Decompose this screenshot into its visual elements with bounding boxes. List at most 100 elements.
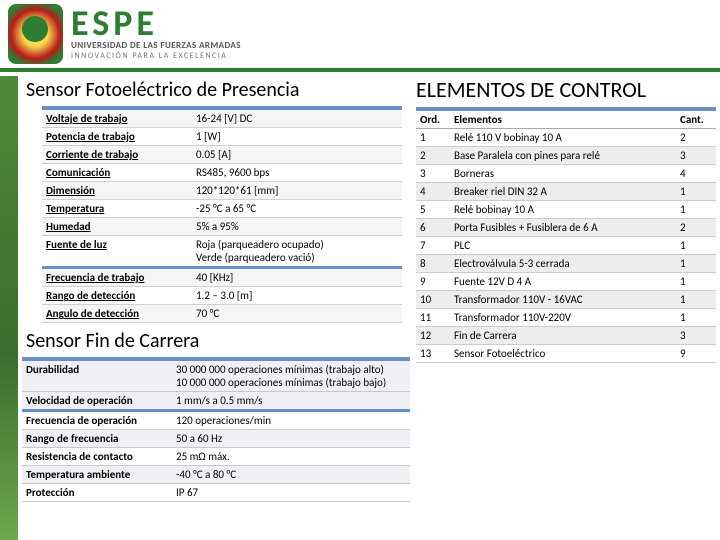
spec-value: Roja (parqueadero ocupado) Verde (parque… bbox=[192, 236, 402, 268]
table-row: 5Relé bobinay 10 A1 bbox=[416, 201, 716, 219]
table-row: 7PLC1 bbox=[416, 237, 716, 255]
element-cell: Borneras bbox=[450, 165, 676, 183]
qty-cell: 1 bbox=[676, 183, 716, 201]
qty-cell: 1 bbox=[676, 237, 716, 255]
table-row: 10Transformador 110V - 16VAC1 bbox=[416, 291, 716, 309]
element-cell: Fuente 12V D 4 A bbox=[450, 273, 676, 291]
spec-label: Fuente de luz bbox=[42, 236, 192, 268]
spec-value: IP 67 bbox=[172, 484, 410, 502]
ord-cell: 2 bbox=[416, 147, 450, 165]
qty-cell: 4 bbox=[676, 165, 716, 183]
qty-cell: 1 bbox=[676, 255, 716, 273]
spec-value: 16-24 [V] DC bbox=[192, 108, 402, 128]
ord-cell: 12 bbox=[416, 327, 450, 345]
spec-value: -40 °C a 80 °C bbox=[172, 466, 410, 484]
qty-cell: 2 bbox=[676, 219, 716, 237]
spec-label: Humedad bbox=[42, 218, 192, 236]
spec-label: Comunicación bbox=[42, 164, 192, 182]
brand-subtitle-2: INNOVACIÓN PARA LA EXCELENCIA bbox=[71, 51, 241, 61]
table-row: 12Fin de Carrera3 bbox=[416, 327, 716, 345]
spec-label: Angulo de detección bbox=[42, 305, 192, 323]
spec-value: 25 mΩ máx. bbox=[172, 448, 410, 466]
spec-label: Corriente de trabajo bbox=[42, 146, 192, 164]
spec-label: Voltaje de trabajo bbox=[42, 108, 192, 128]
right-column: ELEMENTOS DE CONTROL Ord.ElementosCant.1… bbox=[414, 76, 716, 538]
qty-cell: 9 bbox=[676, 345, 716, 363]
table-row: 1Relé 110 V bobinay 10 A2 bbox=[416, 129, 716, 147]
spec-value: RS485, 9600 bps bbox=[192, 164, 402, 182]
column-header: Cant. bbox=[676, 109, 716, 129]
element-cell: Sensor Fotoeléctrico bbox=[450, 345, 676, 363]
ord-cell: 10 bbox=[416, 291, 450, 309]
spec-value: 30 000 000 operaciones mínimas (trabajo … bbox=[172, 359, 410, 392]
fin-sensor-title: Sensor Fin de Carrera bbox=[26, 329, 410, 353]
table-row: 8Electroválvula 5-3 cerrada1 bbox=[416, 255, 716, 273]
table-row: 11Transformador 110V-220V1 bbox=[416, 309, 716, 327]
table-row: 2Base Paralela con pines para relé3 bbox=[416, 147, 716, 165]
ord-cell: 5 bbox=[416, 201, 450, 219]
spec-value: 50 a 60 Hz bbox=[172, 430, 410, 448]
element-cell: Porta Fusibles + Fusiblera de 6 A bbox=[450, 219, 676, 237]
element-cell: Electroválvula 5-3 cerrada bbox=[450, 255, 676, 273]
qty-cell: 1 bbox=[676, 291, 716, 309]
spec-value: 5% a 95% bbox=[192, 218, 402, 236]
spec-label: Dimensión bbox=[42, 182, 192, 200]
element-cell: Base Paralela con pines para relé bbox=[450, 147, 676, 165]
ord-cell: 9 bbox=[416, 273, 450, 291]
spec-value: -25 °C a 65 °C bbox=[192, 200, 402, 218]
column-header: Elementos bbox=[450, 109, 676, 129]
spec-value: 1.2 – 3.0 [m] bbox=[192, 287, 402, 305]
spec-label: Frecuencia de trabajo bbox=[42, 268, 192, 287]
element-cell: Fin de Carrera bbox=[450, 327, 676, 345]
qty-cell: 3 bbox=[676, 147, 716, 165]
ord-cell: 8 bbox=[416, 255, 450, 273]
ord-cell: 3 bbox=[416, 165, 450, 183]
spec-label: Rango de detección bbox=[42, 287, 192, 305]
table-row: 9Fuente 12V D 4 A1 bbox=[416, 273, 716, 291]
spec-label: Velocidad de operación bbox=[22, 392, 172, 411]
spec-value: 1 [W] bbox=[192, 128, 402, 146]
qty-cell: 2 bbox=[676, 129, 716, 147]
spec-label: Frecuencia de operación bbox=[22, 411, 172, 430]
element-cell: Transformador 110V-220V bbox=[450, 309, 676, 327]
logo-text: ESPE UNIVERSIDAD DE LAS FUERZAS ARMADAS … bbox=[71, 7, 241, 60]
spec-label: Potencia de trabajo bbox=[42, 128, 192, 146]
ord-cell: 4 bbox=[416, 183, 450, 201]
element-cell: Relé 110 V bobinay 10 A bbox=[450, 129, 676, 147]
spec-value: 40 [KHz] bbox=[192, 268, 402, 287]
qty-cell: 1 bbox=[676, 201, 716, 219]
spec-value: 70 °C bbox=[192, 305, 402, 323]
spec-label: Rango de frecuencia bbox=[22, 430, 172, 448]
ord-cell: 6 bbox=[416, 219, 450, 237]
brand-subtitle-1: UNIVERSIDAD DE LAS FUERZAS ARMADAS bbox=[71, 40, 241, 51]
spec-value: 120 operaciones/min bbox=[172, 411, 410, 430]
control-elements-table: Ord.ElementosCant.1Relé 110 V bobinay 10… bbox=[416, 107, 716, 363]
element-cell: Breaker riel DIN 32 A bbox=[450, 183, 676, 201]
control-title: ELEMENTOS DE CONTROL bbox=[416, 76, 716, 103]
header: ESPE UNIVERSIDAD DE LAS FUERZAS ARMADAS … bbox=[0, 0, 720, 72]
photo-sensor-table: Voltaje de trabajo16-24 [V] DCPotencia d… bbox=[42, 106, 402, 323]
spec-label: Durabilidad bbox=[22, 359, 172, 392]
espe-logo-icon bbox=[8, 4, 63, 64]
spec-label: Resistencia de contacto bbox=[22, 448, 172, 466]
content-area: Sensor Fotoeléctrico de Presencia Voltaj… bbox=[22, 76, 716, 538]
spec-value: 0.05 [A] bbox=[192, 146, 402, 164]
ord-cell: 7 bbox=[416, 237, 450, 255]
fin-sensor-table: Durabilidad30 000 000 operaciones mínima… bbox=[22, 357, 410, 502]
brand-name: ESPE bbox=[71, 7, 241, 39]
left-accent-bar bbox=[0, 76, 18, 540]
element-cell: Relé bobinay 10 A bbox=[450, 201, 676, 219]
element-cell: Transformador 110V - 16VAC bbox=[450, 291, 676, 309]
spec-label: Protección bbox=[22, 484, 172, 502]
table-row: 6Porta Fusibles + Fusiblera de 6 A2 bbox=[416, 219, 716, 237]
ord-cell: 13 bbox=[416, 345, 450, 363]
table-row: 4Breaker riel DIN 32 A1 bbox=[416, 183, 716, 201]
column-header: Ord. bbox=[416, 109, 450, 129]
spec-value: 1 mm/s a 0.5 mm/s bbox=[172, 392, 410, 411]
table-row: 13Sensor Fotoeléctrico9 bbox=[416, 345, 716, 363]
spec-label: Temperatura bbox=[42, 200, 192, 218]
table-row: 3Borneras4 bbox=[416, 165, 716, 183]
qty-cell: 3 bbox=[676, 327, 716, 345]
ord-cell: 11 bbox=[416, 309, 450, 327]
qty-cell: 1 bbox=[676, 309, 716, 327]
